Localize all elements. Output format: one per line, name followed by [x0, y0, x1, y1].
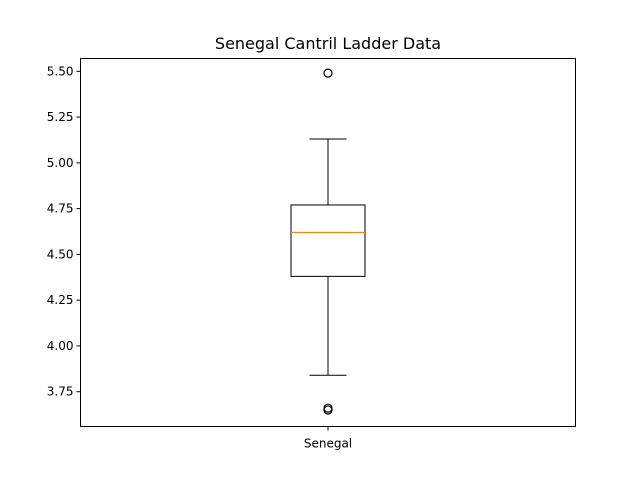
chart-title: Senegal Cantril Ladder Data — [215, 34, 441, 53]
outlier-point — [323, 68, 333, 78]
iqr-box — [290, 204, 366, 277]
y-tick-label: 4.75 — [47, 202, 74, 216]
y-tick-label: 3.75 — [47, 385, 74, 399]
outlier-point — [323, 403, 333, 413]
plot-content — [290, 68, 366, 415]
x-axis: Senegal — [304, 426, 352, 451]
outlier-point — [323, 405, 333, 415]
y-tick-label: 4.50 — [47, 247, 74, 261]
plot-frame — [80, 58, 576, 427]
y-axis: 3.75 4.00 4.25 4.50 4.75 5.00 5.25 5.50 — [47, 64, 81, 399]
y-tick-label: 4.25 — [47, 293, 74, 307]
box-group — [290, 68, 366, 415]
y-tick-label: 5.00 — [47, 156, 74, 170]
y-tick-label: 5.50 — [47, 64, 74, 78]
y-tick-label: 4.00 — [47, 339, 74, 353]
x-tick-label: Senegal — [304, 437, 352, 451]
y-tick-label: 5.25 — [47, 110, 74, 124]
